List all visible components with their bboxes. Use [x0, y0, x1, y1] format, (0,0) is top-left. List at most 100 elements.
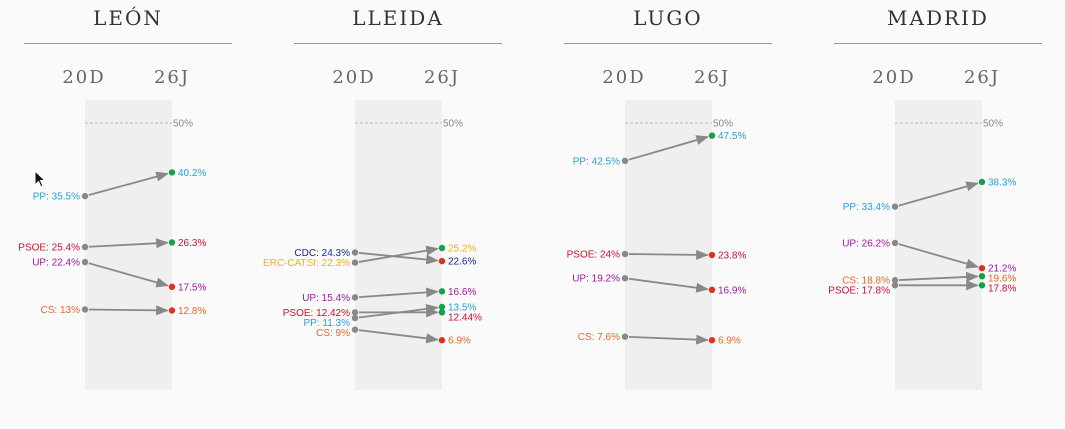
slope-line-cs	[358, 329, 439, 344]
reference-line-label: 50%	[713, 119, 733, 130]
x-tick-label-end: 26J	[153, 67, 191, 88]
point-end-pp	[168, 169, 176, 176]
data-label-start-cs: CS: 7.6%	[578, 332, 620, 343]
point-end-up	[168, 283, 176, 290]
period-band	[895, 100, 982, 390]
title-rule	[834, 43, 1042, 44]
data-label-start-psoe: PSOE: 12.42%	[283, 308, 350, 319]
data-label-end-pp: 40.2%	[178, 168, 206, 179]
point-start-up	[81, 258, 89, 266]
title-rule	[564, 43, 772, 44]
chart-panel-leon: LEÓN 20D 26J 50% PP: 35.5% 40.2% PSOE: 25.4…	[18, 0, 232, 429]
point-start-psoe	[81, 243, 89, 251]
point-end-pp	[978, 178, 986, 186]
point-end-cs	[978, 273, 986, 280]
slope-line-up	[358, 287, 439, 299]
data-label-end-cs: 19.6%	[988, 274, 1016, 285]
period-band	[355, 100, 442, 390]
data-label-end-cs: 6.9%	[718, 336, 741, 347]
slope-line-cs	[628, 334, 709, 345]
point-end-psoe	[978, 282, 986, 289]
data-label-start-pp: PP: 42.5%	[573, 156, 620, 167]
slope-chart: 50% PP: 42.5% 47.5% PSOE: 24% 23.8% UP: 19.2%…	[567, 100, 746, 390]
data-label-end-up: 16.9%	[718, 285, 746, 296]
point-start-psoe	[891, 282, 899, 289]
point-start-cs	[351, 326, 359, 333]
data-label-start-psoe: PSOE: 17.8%	[828, 286, 890, 297]
x-tick-label-start: 20D	[602, 67, 646, 88]
data-label-end-cs: 6.9%	[448, 336, 471, 347]
title-rule	[294, 43, 502, 44]
point-end-up	[708, 286, 716, 294]
slope-line-up	[628, 277, 709, 293]
x-tick-label-start: 20D	[62, 67, 106, 88]
point-start-psoe	[351, 309, 359, 316]
slope-line-pp	[358, 303, 439, 319]
point-start-cdc	[351, 249, 359, 256]
x-tick-label-start: 20D	[872, 67, 916, 88]
data-label-start-pp: PP: 33.4%	[843, 202, 890, 213]
reference-line-label: 50%	[173, 119, 193, 130]
slope-line-erc-catsi	[358, 245, 439, 263]
chart-panel-madrid: MADRID 20D 26J 50% PP: 33.4% 38.3% UP: 26.2…	[828, 0, 1042, 429]
point-end-up	[438, 288, 446, 295]
chart-title: LEÓN	[93, 6, 163, 30]
slope-chart: 50% PP: 33.4% 38.3% UP: 26.2% 21.2% CS: 18.8%…	[828, 100, 1016, 390]
data-label-end-pp: 47.5%	[718, 131, 746, 142]
point-end-psoe	[438, 309, 446, 316]
slope-line-pp	[898, 181, 979, 207]
x-tick-label-end: 26J	[423, 67, 461, 88]
x-tick-label-start: 20D	[332, 67, 376, 88]
data-label-start-cs: CS: 18.8%	[842, 276, 890, 287]
point-end-psoe	[708, 251, 716, 259]
data-label-start-up: UP: 15.4%	[302, 293, 350, 304]
data-label-end-psoe: 23.8%	[718, 251, 746, 262]
point-end-erc-catsi	[438, 244, 446, 252]
point-start-pp	[891, 203, 899, 210]
point-start-cs	[621, 333, 629, 340]
data-label-start-cs: CS: 9%	[316, 328, 350, 339]
slope-line-cdc	[358, 252, 439, 265]
period-band	[625, 100, 712, 390]
x-tick-label-end: 26J	[963, 67, 1001, 88]
point-start-cs	[81, 306, 89, 313]
data-label-end-psoe: 12.44%	[448, 312, 482, 323]
data-label-start-up: UP: 22.4%	[32, 258, 80, 269]
data-label-end-psoe: 26.3%	[178, 238, 206, 249]
data-label-end-up: 21.2%	[988, 264, 1016, 275]
slope-line-cs	[898, 271, 979, 282]
point-end-cs	[168, 307, 176, 314]
reference-line-label: 50%	[983, 119, 1003, 130]
chart-panel-lugo: LUGO 20D 26J 50% PP: 42.5% 47.5% PSOE: 24% 2…	[564, 0, 772, 429]
chart-title: LLEIDA	[352, 6, 444, 30]
data-label-end-up: 16.6%	[448, 287, 476, 298]
data-label-start-pp: PP: 35.5%	[33, 192, 80, 203]
point-start-up	[891, 239, 899, 247]
point-end-psoe	[168, 239, 176, 246]
data-label-start-cs: CS: 13%	[41, 305, 81, 316]
chart-title: LUGO	[633, 6, 703, 30]
slope-chart: 50% PP: 35.5% 40.2% PSOE: 25.4% 26.3% UP: 22.…	[18, 100, 206, 390]
reference-line-label: 50%	[443, 119, 463, 130]
data-label-start-erc-catsi: ERC-CATSI: 22.3%	[263, 258, 350, 269]
data-label-start-pp: PP: 11.3%	[303, 318, 350, 329]
point-end-cs	[438, 337, 446, 344]
point-end-cs	[708, 337, 716, 344]
point-start-psoe	[621, 250, 629, 258]
data-label-end-psoe: 17.8%	[988, 284, 1016, 295]
data-label-start-psoe: PSOE: 25.4%	[18, 242, 80, 253]
data-label-end-pp: 13.5%	[448, 302, 476, 313]
chart-panel-lleida: LLEIDA 20D 26J 50% CDC: 24.3% 22.6% ERC-CAT…	[263, 0, 502, 429]
chart-title: MADRID	[887, 6, 989, 30]
point-start-erc-catsi	[351, 259, 359, 266]
slope-line-psoe	[628, 249, 709, 260]
point-end-pp	[438, 303, 446, 311]
point-start-up	[351, 294, 359, 301]
slope-line-cs	[88, 305, 169, 316]
point-start-pp	[351, 314, 359, 322]
mouse-pointer-icon	[34, 170, 47, 188]
data-label-start-up: UP: 26.2%	[842, 238, 890, 249]
point-start-pp	[621, 157, 629, 164]
slope-line-psoe	[88, 238, 169, 249]
data-label-end-pp: 38.3%	[988, 177, 1016, 188]
